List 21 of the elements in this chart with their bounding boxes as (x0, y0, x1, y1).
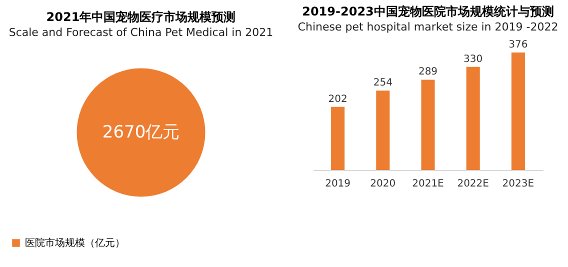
bar (466, 66, 480, 170)
chart-subtitle: Chinese pet hospital market size in 2019 -2022 (298, 20, 558, 34)
text: 2021年中国宠物医疗市场规模预测 (46, 10, 236, 24)
chart-title: 2019-2023中国宠物医院市场规模统计与预测 (302, 4, 554, 18)
bar (421, 80, 435, 170)
x-tick-label: 2022E (457, 178, 489, 190)
data-label: 202 (328, 94, 348, 105)
x-tick-label: 2020 (370, 178, 396, 190)
text: Scale and Forecast of China Pet Medical in 2021 (8, 26, 274, 39)
data-label: 289 (418, 66, 438, 78)
x-tick-label: 2021E (412, 178, 444, 190)
legend-label: 医院市场规模（亿元） (25, 237, 125, 249)
bar (511, 52, 525, 170)
x-tick-label: 2019 (325, 178, 351, 190)
bar (376, 90, 390, 170)
bar (331, 106, 345, 170)
x-tick-label: 2023E (502, 178, 534, 190)
data-label: 376 (508, 40, 528, 50)
text: 2670亿元 (102, 122, 180, 142)
data-label: 254 (373, 78, 392, 89)
data-label: 330 (464, 54, 483, 65)
